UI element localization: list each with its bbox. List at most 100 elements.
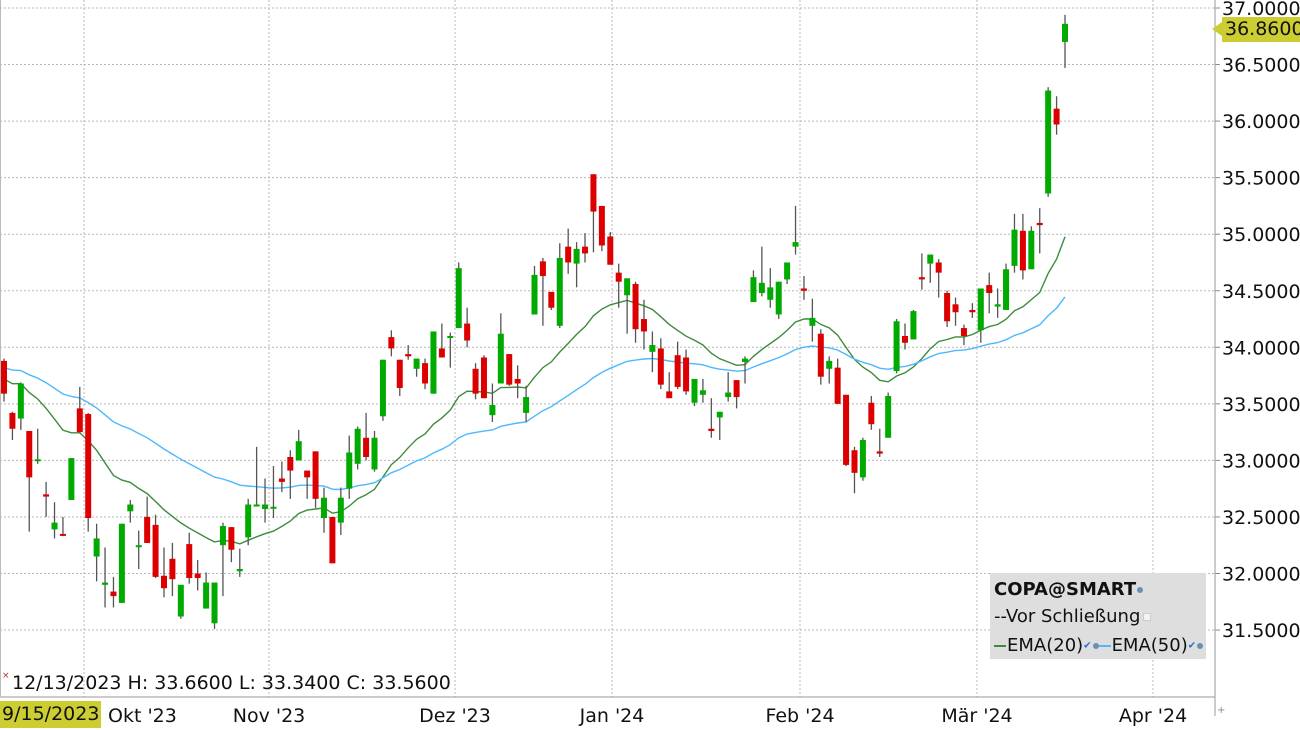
y-tick-label: 36.0000	[1222, 111, 1300, 133]
candle-body-down	[817, 333, 824, 377]
candle-body-down	[396, 359, 403, 389]
candle-body-up	[716, 411, 723, 418]
candle-body-up	[927, 254, 934, 264]
candle	[329, 516, 336, 564]
candle	[767, 268, 774, 308]
candle-body-down	[674, 355, 681, 387]
candle-body-down	[363, 437, 370, 458]
candle	[1003, 263, 1010, 310]
candle-body-up	[262, 504, 269, 510]
candle-body-up	[775, 281, 782, 315]
candle-body-up	[1011, 229, 1018, 266]
candle-body-up	[556, 257, 563, 326]
legend-ema20[interactable]: EMA(20)	[1007, 635, 1084, 656]
candle-body-down	[986, 285, 993, 294]
candle	[952, 297, 959, 326]
candle-body-down	[733, 380, 740, 398]
candle	[1045, 87, 1052, 197]
candle	[716, 411, 723, 441]
candle-body-down	[480, 357, 487, 399]
ema20-line	[3, 236, 1066, 545]
settings-dot-icon[interactable]	[1197, 643, 1204, 649]
check-icon[interactable]: ✔	[1083, 640, 1092, 652]
candle	[160, 547, 167, 598]
candle	[1, 358, 7, 402]
candle	[598, 205, 605, 252]
y-tick-label: 37.0000	[1222, 0, 1300, 20]
ema50-swatch	[1098, 645, 1111, 647]
candle-body-up	[337, 497, 344, 523]
candle	[523, 385, 530, 422]
candle	[708, 398, 715, 438]
candle	[245, 498, 252, 546]
candle	[800, 276, 807, 300]
legend-ema50[interactable]: EMA(50)	[1111, 635, 1188, 656]
candle	[1011, 213, 1018, 273]
settings-dot-icon[interactable]	[1137, 587, 1144, 593]
candle	[354, 426, 361, 470]
candle-body-up	[994, 304, 1001, 307]
candle	[236, 548, 243, 577]
crosshair-date-label: 9/15/2023	[0, 701, 102, 728]
candle-body-up	[699, 390, 706, 395]
candle	[758, 246, 765, 297]
candle	[127, 499, 134, 523]
candle	[34, 428, 41, 464]
candle	[624, 278, 631, 334]
candle	[893, 319, 900, 374]
color-square-icon[interactable]	[1143, 613, 1152, 621]
candle	[177, 584, 184, 619]
candle	[809, 298, 816, 342]
check-icon[interactable]: ✔	[1187, 640, 1197, 652]
candle	[203, 572, 210, 609]
x-tick-label: Apr '24	[1119, 705, 1187, 727]
candle	[960, 324, 967, 346]
candle	[371, 430, 378, 472]
candle	[152, 514, 159, 579]
candle-body-up	[236, 568, 243, 572]
candle	[1053, 96, 1060, 135]
candle	[480, 355, 487, 399]
candle	[725, 372, 732, 402]
candle	[994, 288, 1001, 318]
candle-body-up	[93, 538, 100, 557]
candle-body-up	[127, 504, 134, 512]
candle	[194, 559, 201, 591]
candle	[910, 309, 917, 340]
legend-symbol[interactable]: COPA@SMART	[994, 579, 1144, 600]
candle-body-down	[438, 348, 445, 358]
candle-body-up	[573, 248, 580, 264]
ohlc-readout: 12/13/2023 H: 33.6600 L: 33.3400 C: 33.5…	[12, 672, 451, 694]
candle-body-down	[76, 408, 83, 433]
candle-body-up	[413, 358, 420, 369]
candle	[573, 242, 580, 288]
candle	[817, 329, 824, 385]
candle-body-up	[295, 441, 302, 461]
candle-body-up	[523, 397, 530, 413]
candle-body-up	[649, 345, 656, 352]
candle-body-up	[910, 311, 917, 340]
candle	[918, 253, 925, 290]
candle-body-down	[1, 360, 7, 394]
candle	[430, 331, 437, 394]
candle-body-up	[893, 321, 900, 372]
candle	[489, 383, 496, 422]
candle-body-down	[186, 544, 193, 579]
candle	[135, 530, 142, 569]
candle-body-down	[1036, 222, 1043, 226]
candle-body-down	[144, 516, 151, 543]
candle-body-down	[160, 575, 167, 589]
candle-body-down	[422, 363, 429, 384]
candle	[1062, 14, 1068, 68]
settings-dot-icon[interactable]	[1092, 643, 1099, 649]
candle	[9, 411, 16, 441]
candle	[337, 487, 344, 536]
candle-body-down	[851, 450, 858, 473]
close-readout-icon[interactable]: ×	[2, 671, 10, 681]
candle	[219, 522, 226, 597]
candle-body-down	[152, 524, 159, 577]
candle-body-up	[859, 440, 866, 478]
candle	[935, 259, 942, 298]
